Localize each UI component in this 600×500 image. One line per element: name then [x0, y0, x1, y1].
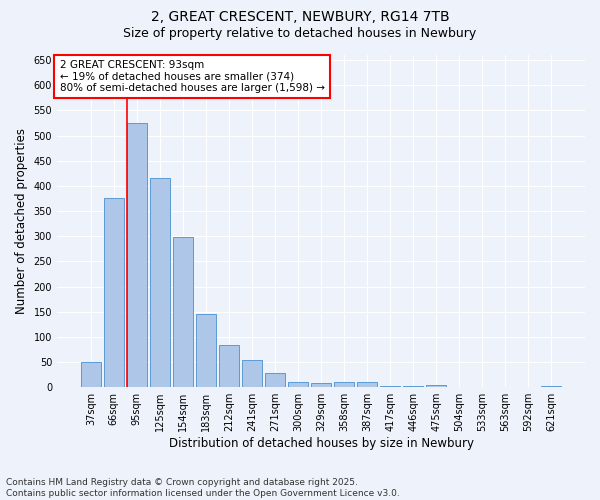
Bar: [357, 382, 377, 387]
Bar: [288, 382, 308, 387]
Text: Contains HM Land Registry data © Crown copyright and database right 2025.
Contai: Contains HM Land Registry data © Crown c…: [6, 478, 400, 498]
Text: 2 GREAT CRESCENT: 93sqm
← 19% of detached houses are smaller (374)
80% of semi-d: 2 GREAT CRESCENT: 93sqm ← 19% of detache…: [59, 60, 325, 93]
X-axis label: Distribution of detached houses by size in Newbury: Distribution of detached houses by size …: [169, 437, 473, 450]
Bar: [265, 373, 285, 387]
Bar: [81, 362, 101, 387]
Text: Size of property relative to detached houses in Newbury: Size of property relative to detached ho…: [124, 28, 476, 40]
Bar: [104, 198, 124, 387]
Bar: [173, 237, 193, 387]
Bar: [334, 382, 354, 387]
Bar: [219, 346, 239, 387]
Text: 2, GREAT CRESCENT, NEWBURY, RG14 7TB: 2, GREAT CRESCENT, NEWBURY, RG14 7TB: [151, 10, 449, 24]
Bar: [427, 385, 446, 387]
Bar: [541, 386, 561, 387]
Bar: [196, 314, 216, 387]
Bar: [403, 386, 423, 387]
Bar: [380, 386, 400, 387]
Bar: [311, 383, 331, 387]
Bar: [242, 360, 262, 387]
Y-axis label: Number of detached properties: Number of detached properties: [15, 128, 28, 314]
Bar: [150, 178, 170, 387]
Bar: [449, 386, 469, 387]
Bar: [127, 123, 146, 387]
